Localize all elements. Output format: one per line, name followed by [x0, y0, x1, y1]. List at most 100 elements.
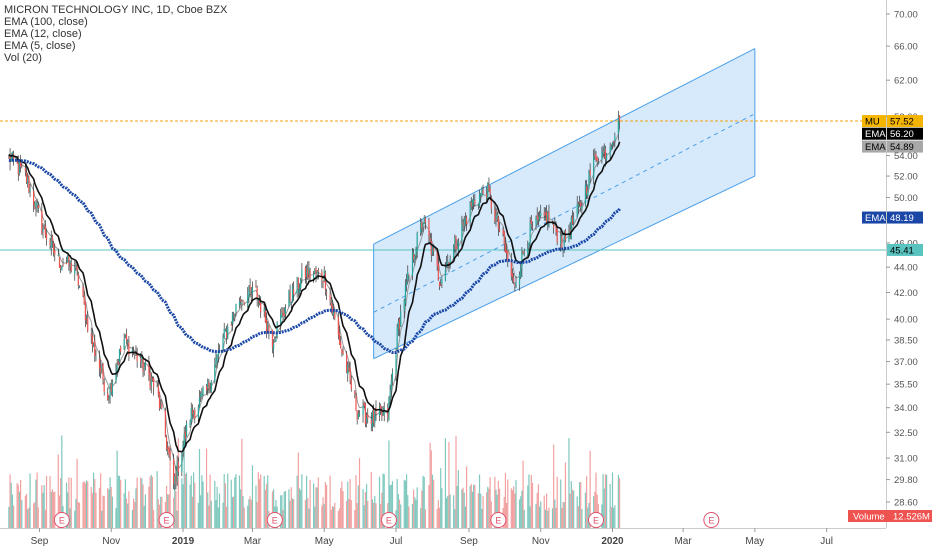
candle-body [523, 253, 525, 255]
volume-bar [150, 474, 152, 529]
volume-bar [235, 474, 237, 529]
candle-body [142, 357, 144, 372]
volume-bar [208, 505, 210, 529]
volume-bar [265, 483, 268, 529]
price-tag-label: MU [865, 117, 880, 128]
candle-body [407, 272, 409, 281]
volume-bar [20, 480, 22, 529]
candle-body [494, 209, 496, 221]
legend-ema12[interactable]: EMA (12, close) [4, 28, 82, 40]
volume-bar [325, 484, 328, 529]
volume-bar [91, 493, 94, 529]
volume-bar [298, 488, 301, 529]
legend-volume[interactable]: Vol (20) [4, 52, 42, 64]
volume-bar [161, 496, 163, 529]
candle-body [111, 382, 114, 395]
candle-body [42, 228, 44, 232]
candle-body [200, 394, 202, 397]
volume-bar [241, 438, 243, 529]
candle-body [257, 299, 259, 301]
volume-bar [300, 490, 302, 529]
time-tick-label: May [315, 536, 334, 547]
volume-bar [181, 478, 183, 529]
volume-bar [230, 479, 232, 529]
volume-bar [142, 484, 144, 529]
volume-bar [349, 479, 351, 529]
volume-bar [143, 505, 145, 529]
volume-bar [609, 483, 611, 529]
volume-bar [494, 476, 496, 529]
candle-body [264, 310, 266, 323]
volume-bar [561, 508, 563, 529]
candle-body [543, 212, 545, 216]
candle-body [185, 423, 188, 438]
candle-body [315, 268, 317, 275]
volume-bar [29, 473, 31, 529]
volume-bar [197, 502, 199, 529]
volume-bar [478, 474, 481, 529]
candle-body [128, 342, 130, 356]
candles [8, 110, 621, 490]
volume-bar [35, 479, 37, 529]
volume-bar [247, 505, 249, 529]
volume-tag-value: 12.526M [893, 512, 930, 523]
earnings-marker-circle [490, 512, 507, 528]
candle-body [85, 316, 88, 318]
volume-bar [201, 475, 203, 529]
volume-bar [455, 435, 457, 529]
candle-body [67, 255, 69, 263]
price-tick-label: 40.00 [894, 315, 918, 326]
volume-bar [482, 496, 484, 529]
volume-bar [231, 497, 234, 529]
candle-body [224, 330, 226, 332]
volume-bar [324, 482, 326, 529]
volume-bar [11, 494, 14, 529]
volume-bar [531, 482, 534, 529]
candle-body [274, 341, 276, 343]
volume-bar [423, 476, 425, 529]
candle-body [573, 218, 575, 223]
volume-bar [134, 501, 136, 529]
volume-bar [538, 506, 541, 529]
legend-ema100[interactable]: EMA (100, close) [4, 16, 88, 28]
price-tag-value-bg [887, 127, 923, 140]
volume-tag: Volume 12.526M [848, 510, 932, 523]
candle-body [176, 461, 178, 482]
candle-body [109, 383, 111, 399]
candle-body [156, 386, 158, 388]
candle-body [150, 378, 152, 387]
volume-bar [513, 486, 515, 529]
volume-bar [356, 503, 358, 529]
volume-bar [503, 496, 505, 529]
volume-bar [24, 495, 26, 529]
volume-bar [490, 501, 492, 529]
volume-bar [52, 492, 55, 529]
candle-body [337, 317, 339, 335]
volume-bar [414, 497, 416, 529]
candle-body [300, 279, 302, 288]
volume-bar [284, 490, 286, 529]
volume-bar [194, 482, 196, 529]
candle-body [216, 354, 218, 361]
volume-bar [249, 496, 251, 529]
price-tag-label-bg [862, 127, 886, 140]
volume-bar [602, 473, 604, 529]
candle-body [455, 236, 457, 249]
candle-body [202, 387, 204, 395]
volume-bar [280, 495, 282, 529]
legend-ema5[interactable]: EMA (5, close) [4, 40, 76, 52]
candle-body [416, 232, 418, 253]
price-tag-value: 54.89 [890, 142, 914, 153]
volume-bar [37, 507, 39, 529]
candle-body [298, 287, 301, 293]
candle-body [606, 154, 608, 161]
candle-body [578, 203, 581, 205]
candle-body [331, 305, 334, 313]
candle-body [29, 188, 31, 192]
candle-body [415, 249, 417, 256]
volume-bar [174, 483, 176, 529]
volume-bar [293, 499, 295, 529]
volume-bar [613, 507, 615, 529]
candle-body [477, 204, 479, 206]
